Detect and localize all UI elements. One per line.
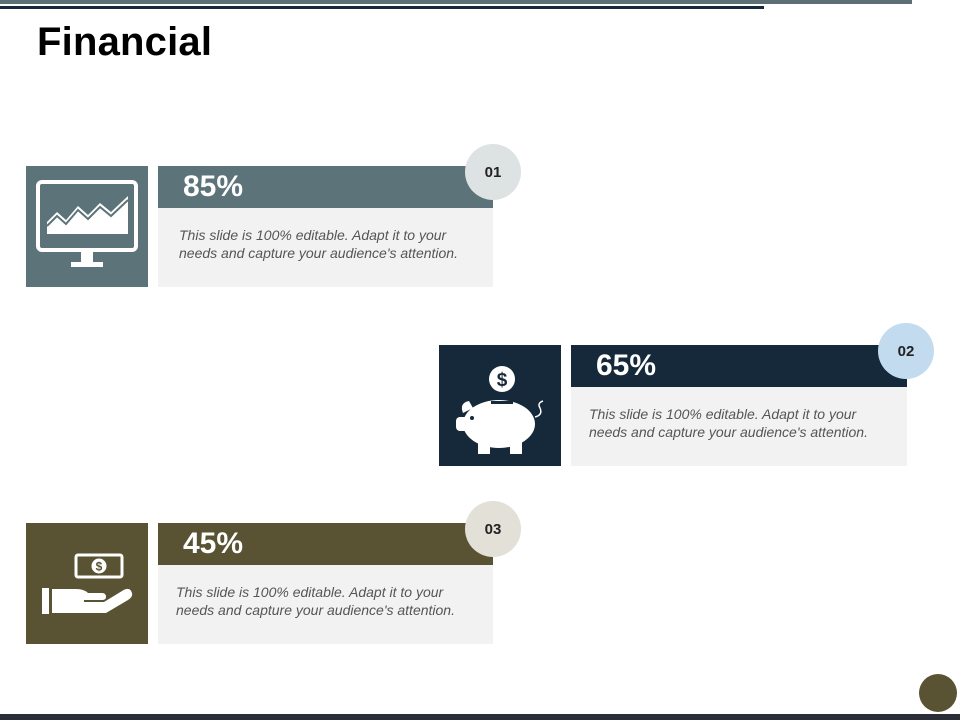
item-3-number-badge: 03 (465, 501, 521, 557)
item-2-description: This slide is 100% editable. Adapt it to… (571, 387, 907, 466)
page-title: Financial (37, 20, 213, 64)
top-accent-bar-light (0, 0, 912, 4)
bottom-accent-bar (0, 714, 960, 720)
svg-text:$: $ (96, 560, 103, 574)
item-3-icon-box: $ (26, 523, 148, 644)
top-accent-bar-dark (0, 6, 764, 9)
hand-money-icon: $ (42, 553, 133, 614)
item-1-number-badge: 01 (465, 144, 521, 200)
item-3-percent: 45% (158, 523, 493, 565)
item-2-icon-box: $ (439, 345, 561, 466)
monitor-chart-icon (36, 180, 138, 267)
item-1-percent: 85% (158, 166, 493, 208)
corner-dot (919, 674, 957, 712)
item-1-description: This slide is 100% editable. Adapt it to… (158, 208, 493, 287)
item-3-description: This slide is 100% editable. Adapt it to… (158, 565, 493, 644)
item-2-percent: 65% (571, 345, 907, 387)
item-1-icon-box (26, 166, 148, 287)
piggy-bank-icon: $ (456, 366, 544, 454)
item-2-number-badge: 02 (878, 323, 934, 379)
svg-text:$: $ (497, 370, 508, 391)
